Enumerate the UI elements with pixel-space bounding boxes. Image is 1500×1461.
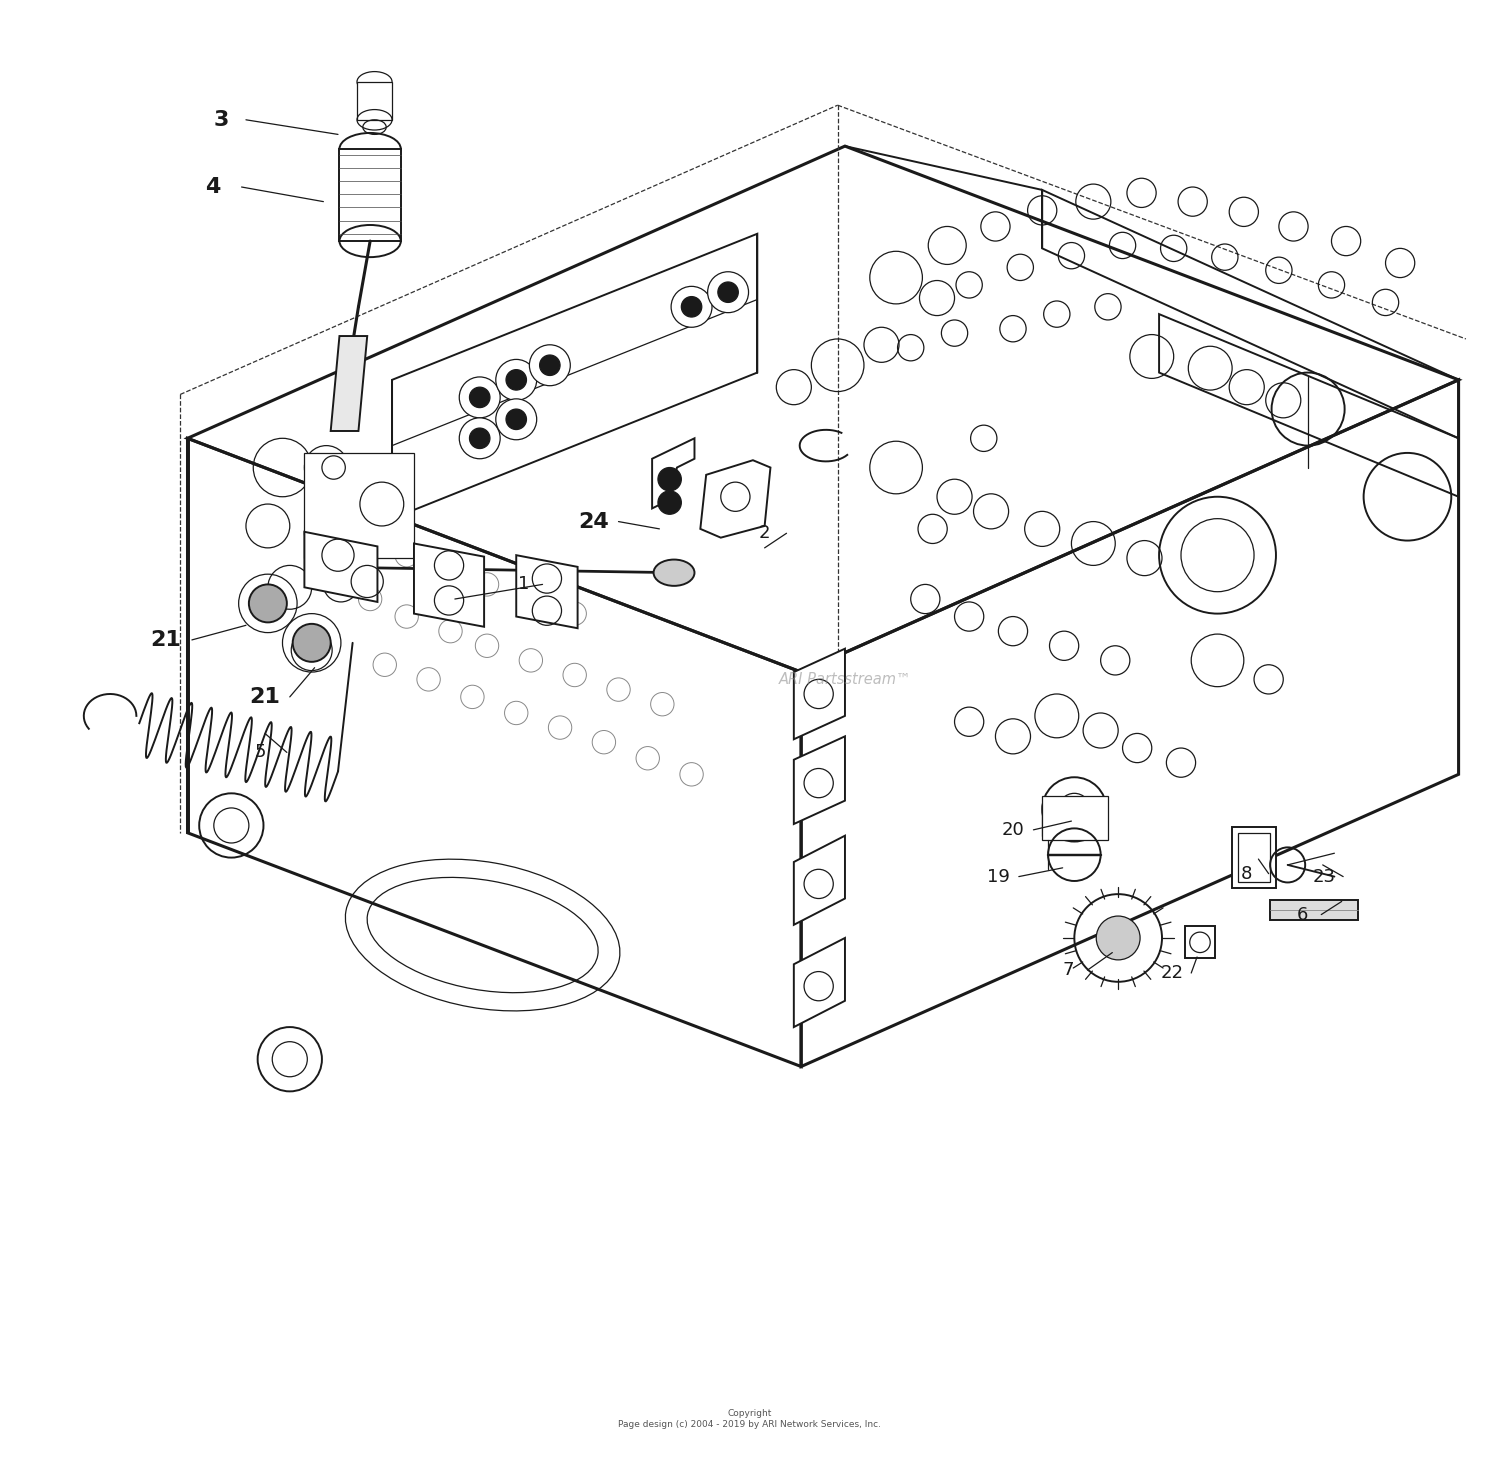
Polygon shape — [700, 460, 771, 538]
Bar — [1232, 827, 1276, 888]
Bar — [1042, 796, 1108, 840]
Text: Copyright
Page design (c) 2004 - 2019 by ARI Network Services, Inc.: Copyright Page design (c) 2004 - 2019 by… — [618, 1410, 882, 1429]
Bar — [1270, 900, 1358, 920]
Text: 20: 20 — [1002, 821, 1025, 839]
Bar — [339, 149, 400, 241]
Circle shape — [214, 808, 249, 843]
Circle shape — [506, 409, 526, 430]
Text: 6: 6 — [1296, 906, 1308, 923]
Circle shape — [540, 355, 560, 375]
Circle shape — [658, 491, 681, 514]
Ellipse shape — [357, 72, 392, 92]
Bar — [1238, 833, 1270, 882]
Text: 5: 5 — [255, 744, 267, 761]
Bar — [357, 82, 392, 120]
Text: 7: 7 — [1062, 961, 1074, 979]
Polygon shape — [794, 649, 844, 739]
Circle shape — [658, 468, 681, 491]
Polygon shape — [304, 532, 378, 602]
Text: 22: 22 — [1161, 964, 1184, 982]
Ellipse shape — [654, 560, 694, 586]
Text: 2: 2 — [759, 524, 771, 542]
Polygon shape — [414, 543, 485, 627]
Polygon shape — [516, 555, 578, 628]
Polygon shape — [330, 336, 368, 431]
Text: 21: 21 — [150, 630, 182, 650]
Circle shape — [470, 428, 490, 449]
Text: 19: 19 — [987, 868, 1010, 885]
Text: 24: 24 — [579, 511, 609, 532]
Text: 3: 3 — [213, 110, 230, 130]
Bar — [1185, 926, 1215, 958]
Text: ARI Partsstream™: ARI Partsstream™ — [778, 672, 912, 687]
Circle shape — [708, 272, 748, 313]
Text: 8: 8 — [1240, 865, 1252, 882]
Polygon shape — [304, 453, 414, 558]
Text: 4: 4 — [204, 177, 220, 197]
Polygon shape — [794, 736, 844, 824]
Circle shape — [530, 345, 570, 386]
Circle shape — [292, 624, 330, 662]
Circle shape — [681, 297, 702, 317]
Circle shape — [506, 370, 526, 390]
Text: 23: 23 — [1312, 868, 1335, 885]
Circle shape — [1096, 916, 1140, 960]
Text: 1: 1 — [518, 576, 530, 593]
Circle shape — [670, 286, 712, 327]
Circle shape — [470, 387, 490, 408]
Circle shape — [496, 359, 537, 400]
Polygon shape — [794, 836, 844, 925]
Polygon shape — [652, 438, 694, 508]
Polygon shape — [794, 938, 844, 1027]
Circle shape — [496, 399, 537, 440]
Circle shape — [459, 418, 500, 459]
Ellipse shape — [339, 133, 400, 165]
Circle shape — [718, 282, 738, 302]
Circle shape — [249, 584, 286, 622]
Text: 21: 21 — [249, 687, 280, 707]
Circle shape — [459, 377, 500, 418]
